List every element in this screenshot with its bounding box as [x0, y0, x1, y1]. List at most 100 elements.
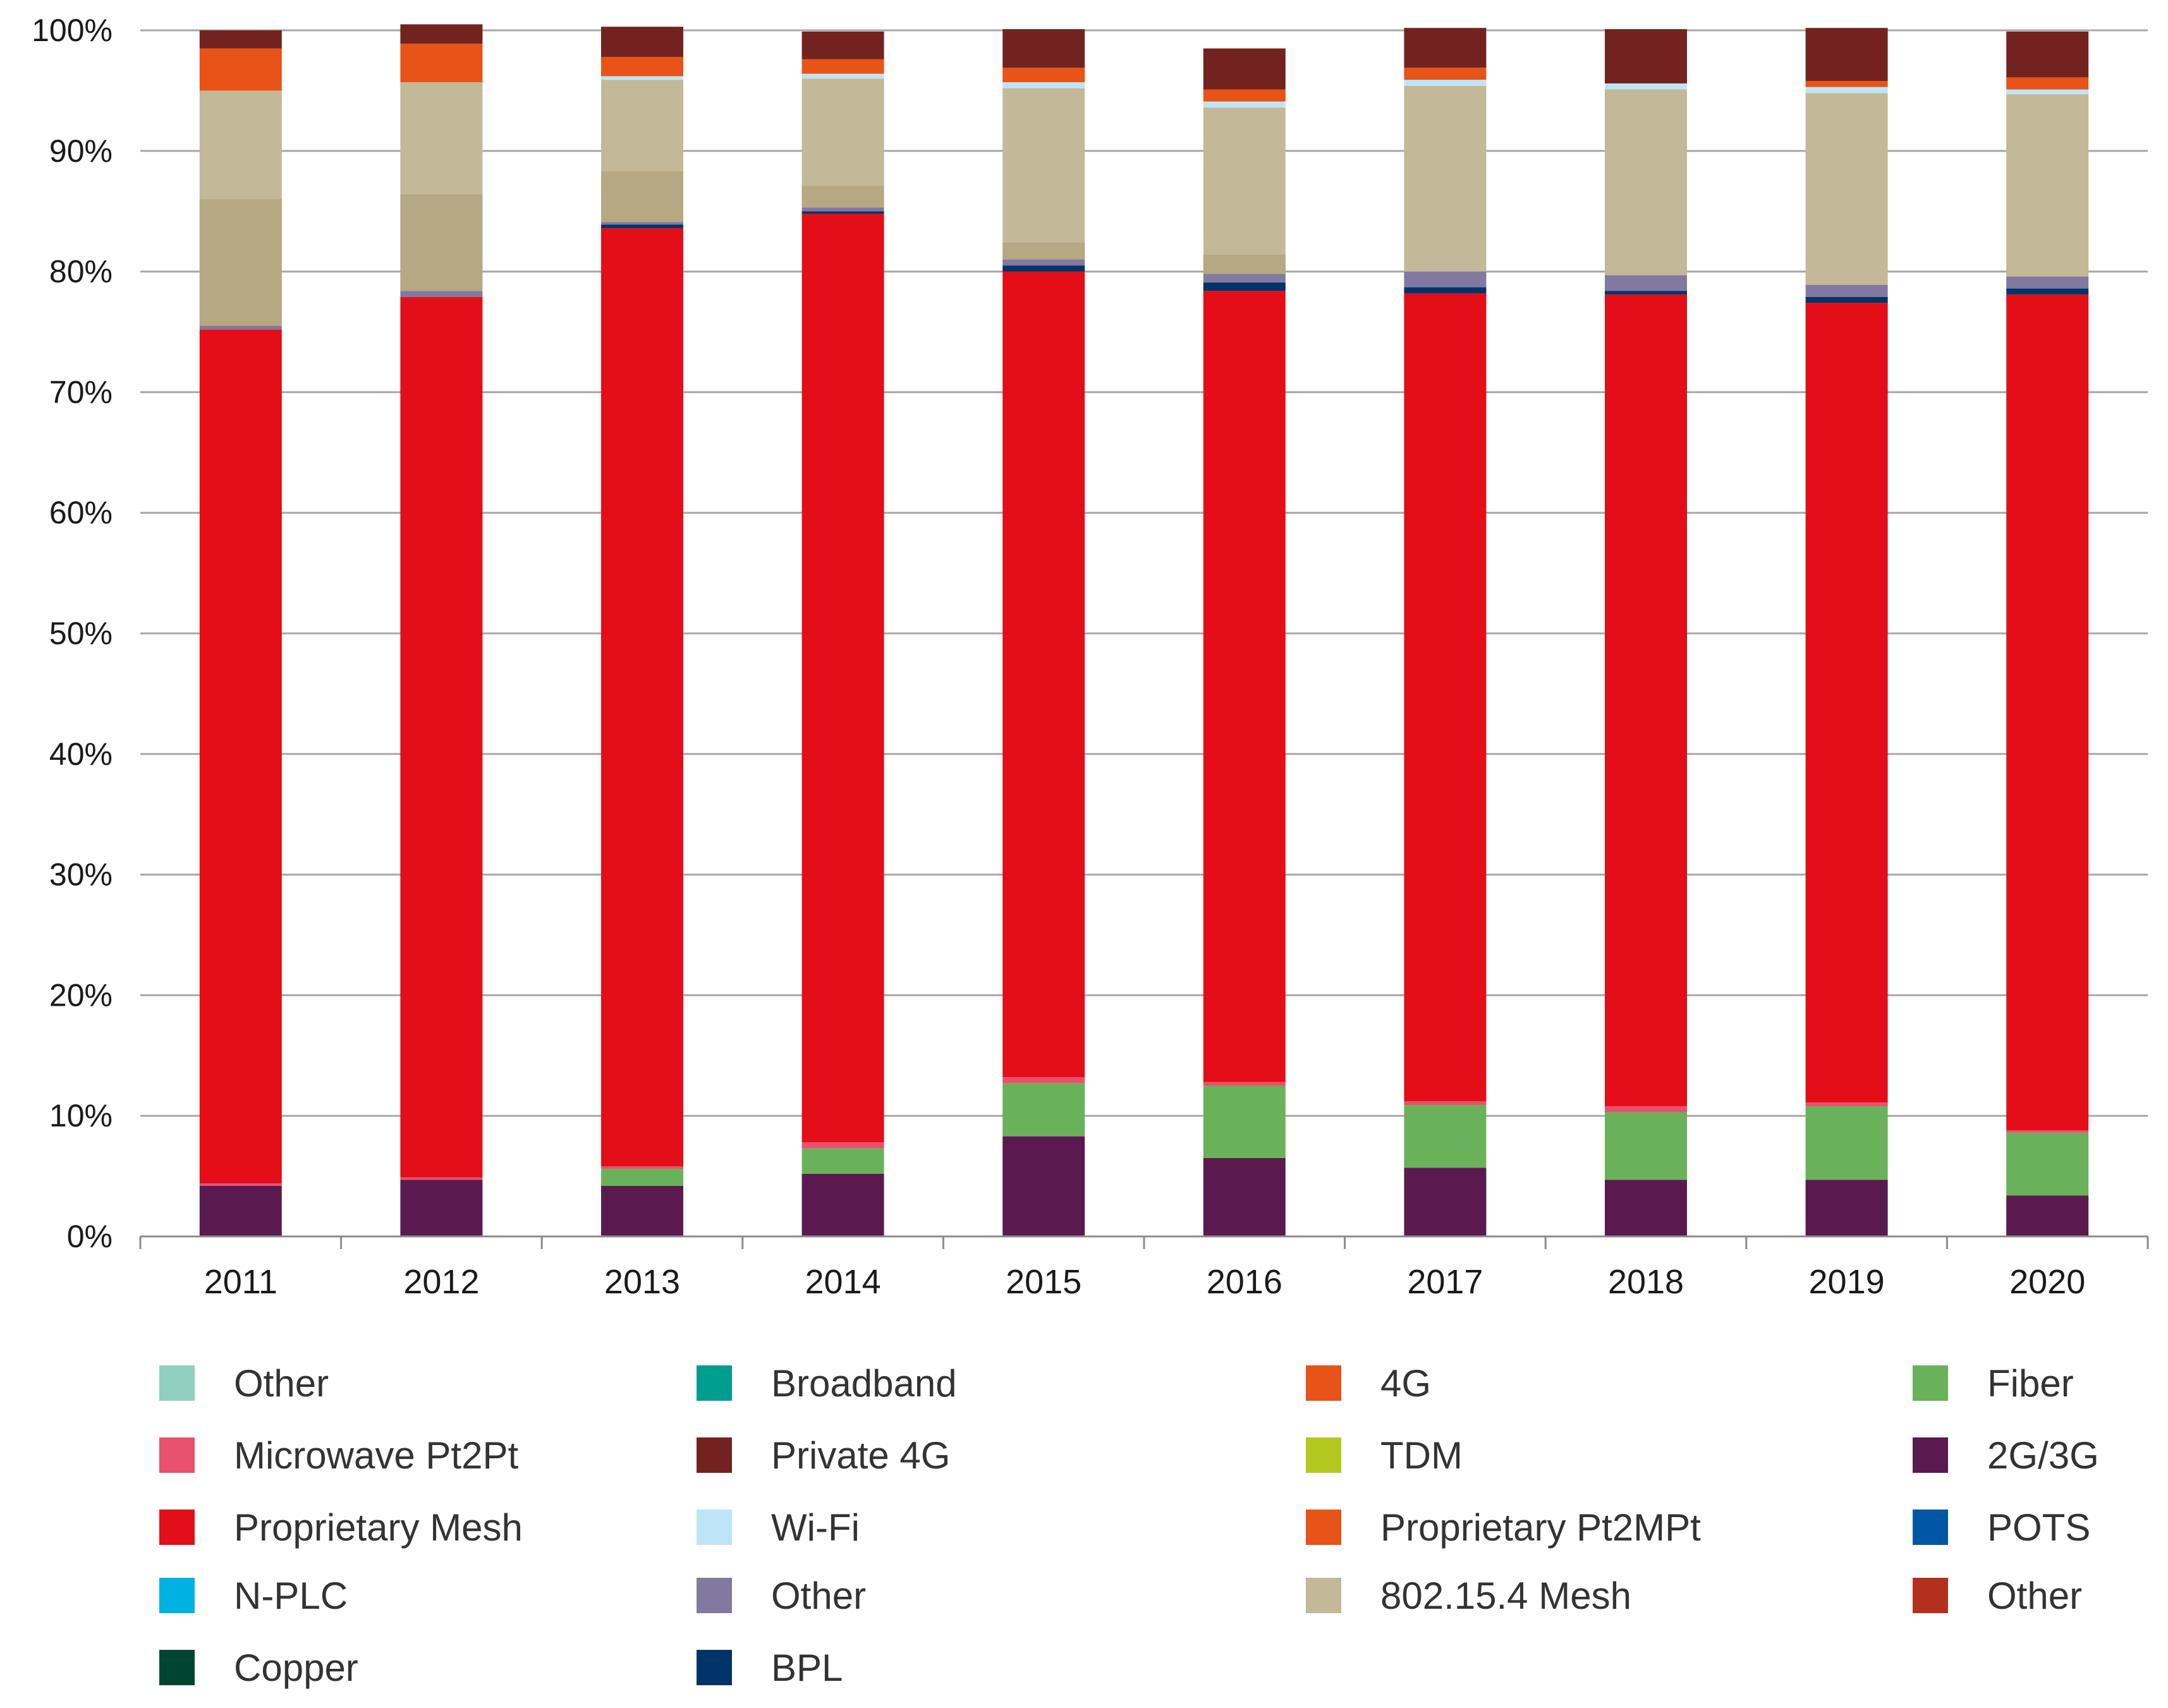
legend-item-fiber: Fiber	[1913, 1362, 2074, 1405]
y-tick-label: 100%	[32, 13, 113, 48]
legend-label: 4G	[1380, 1362, 1431, 1405]
legend-label: Proprietary Pt2MPt	[1380, 1506, 1701, 1549]
legend-swatch	[697, 1650, 732, 1685]
legend: Other Broadband 4G Fiber Microwave Pt2Pt Priv…	[159, 1362, 2099, 1689]
legend-label: Other	[1987, 1575, 2082, 1617]
legend-item-n-plc: N-PLC	[159, 1575, 348, 1617]
bar-segment-microwave-pt2pt-2011	[199, 1183, 282, 1186]
legend-swatch	[697, 1578, 732, 1613]
bar-segment-4g-2019	[1805, 81, 1888, 87]
bar-segment-802-15-4-mesh-2018	[1605, 89, 1687, 276]
x-tick-label: 2018	[1608, 1263, 1684, 1301]
bar-stack-2015	[1002, 29, 1085, 1236]
bar-segment-4g-2011	[199, 48, 282, 91]
legend-item-wi-fi: Wi-Fi	[697, 1506, 860, 1549]
legend-swatch	[697, 1437, 732, 1473]
axes: 0% 10% 20% 30% 40% 50% 60% 70% 80% 90% 100% 2011 201…	[32, 13, 2149, 1301]
legend-swatch	[159, 1650, 195, 1685]
legend-swatch	[1913, 1437, 1948, 1473]
y-tick-label: 10%	[49, 1098, 113, 1133]
bar-segment-bpl-2017	[1404, 287, 1487, 293]
bar-segment-microwave-pt2pt-2018	[1605, 1106, 1687, 1113]
legend-item-other: Other	[1913, 1575, 2082, 1617]
bar-segment-proprietary-mesh-2018	[1605, 294, 1687, 1106]
bar-segment-proprietary-mesh-2015	[1002, 271, 1085, 1078]
bar-segment-2g-3g-2016	[1203, 1157, 1286, 1236]
bar-segment-microwave-pt2pt-2013	[601, 1166, 683, 1169]
bar-segment-microwave-pt2pt-2016	[1203, 1082, 1286, 1086]
bar-segment-bpl-2020	[2006, 288, 2089, 295]
bar-segment-802-15-4-mesh-lower-2016	[1203, 254, 1286, 274]
legend-label: Broadband	[771, 1362, 957, 1405]
x-tick-label: 2011	[204, 1263, 277, 1301]
bar-segment-private-4g-2014	[801, 31, 884, 59]
bar-segment-802-15-4-mesh-2015	[1002, 88, 1085, 260]
legend-label: 2G/3G	[1987, 1434, 2099, 1477]
legend-label: Private 4G	[771, 1434, 950, 1477]
bar-segment-4g-2017	[1404, 68, 1487, 80]
bar-segment-fiber-2018	[1605, 1112, 1687, 1180]
bar-segment-bpl-2019	[1805, 296, 1888, 303]
bar-stack-2019	[1805, 28, 1888, 1236]
bar-segment-wi-fi-2020	[2006, 89, 2089, 95]
bar-segment-2g-3g-2018	[1605, 1180, 1687, 1236]
bar-segment-fiber-2016	[1203, 1085, 1286, 1158]
bar-segment-2g-3g-2013	[601, 1185, 683, 1236]
bar-segment-microwave-pt2pt-2017	[1404, 1101, 1487, 1106]
y-tick-label: 0%	[67, 1219, 113, 1254]
bar-segment-bpl-2016	[1203, 282, 1286, 291]
bar-segment-private-4g-2012	[400, 24, 483, 44]
legend-item-other: Other	[697, 1575, 866, 1617]
legend-item-broadband: Broadband	[697, 1362, 957, 1405]
bar-segment-2g-3g-2015	[1002, 1136, 1085, 1236]
bar-stack-2012	[400, 24, 483, 1236]
y-tick-label: 80%	[49, 254, 113, 290]
y-tick-label: 60%	[49, 495, 113, 530]
legend-swatch	[159, 1510, 195, 1545]
legend-item-copper: Copper	[159, 1647, 358, 1689]
bar-segment-fiber-2014	[801, 1148, 884, 1174]
bar-segment-private-4g-2016	[1203, 48, 1286, 90]
legend-label: Copper	[234, 1647, 358, 1689]
bar-segment-private-4g-2017	[1404, 28, 1487, 68]
bar-stack-2013	[601, 27, 683, 1236]
x-tick-label: 2017	[1407, 1263, 1483, 1301]
bar-segment-proprietary-mesh-2012	[400, 296, 483, 1178]
bar-stack-2011	[199, 30, 282, 1236]
legend-item-other: Other	[159, 1362, 329, 1405]
bar-stack-2016	[1203, 48, 1286, 1236]
bar-segment-wi-fi-2018	[1605, 83, 1687, 90]
bar-segment-proprietary-mesh-2011	[199, 329, 282, 1184]
bar-segment-802-15-4-mesh-2016	[1203, 107, 1286, 274]
bar-segment-proprietary-mesh-2017	[1404, 293, 1487, 1102]
bar-segment-fiber-2019	[1805, 1106, 1888, 1180]
legend-item-bpl: BPL	[697, 1647, 843, 1689]
bar-segment-wi-fi-2013	[601, 76, 683, 80]
bar-stack-2020	[2006, 31, 2089, 1236]
bar-segment-proprietary-mesh-2013	[601, 228, 683, 1167]
bar-segment-802-15-4-mesh-lower-2012	[400, 194, 483, 291]
bar-segment-microwave-pt2pt-2014	[801, 1142, 884, 1149]
legend-swatch	[159, 1437, 195, 1473]
legend-swatch	[697, 1510, 732, 1545]
legend-swatch	[159, 1365, 195, 1401]
legend-swatch	[159, 1578, 195, 1613]
bar-segment-other-2015	[1002, 259, 1085, 266]
legend-label: Proprietary Mesh	[234, 1506, 523, 1549]
y-tick-label: 50%	[49, 616, 113, 651]
bar-segment-fiber-2020	[2006, 1132, 2089, 1196]
bar-segment-wi-fi-2019	[1805, 87, 1888, 94]
bar-segment-802-15-4-mesh-lower-2015	[1002, 242, 1085, 260]
bar-segment-microwave-pt2pt-2019	[1805, 1102, 1888, 1106]
legend-swatch	[1913, 1510, 1948, 1545]
legend-item-4g: 4G	[1306, 1362, 1431, 1405]
bar-segment-other-2019	[1805, 284, 1888, 297]
legend-item-private-4g: Private 4G	[697, 1434, 950, 1477]
bar-segment-private-4g-2020	[2006, 31, 2089, 78]
y-tick-label: 90%	[49, 133, 113, 169]
bar-stack-2017	[1404, 28, 1487, 1236]
bar-segment-wi-fi-2015	[1002, 82, 1085, 88]
bar-segment-bpl-2015	[1002, 265, 1085, 272]
